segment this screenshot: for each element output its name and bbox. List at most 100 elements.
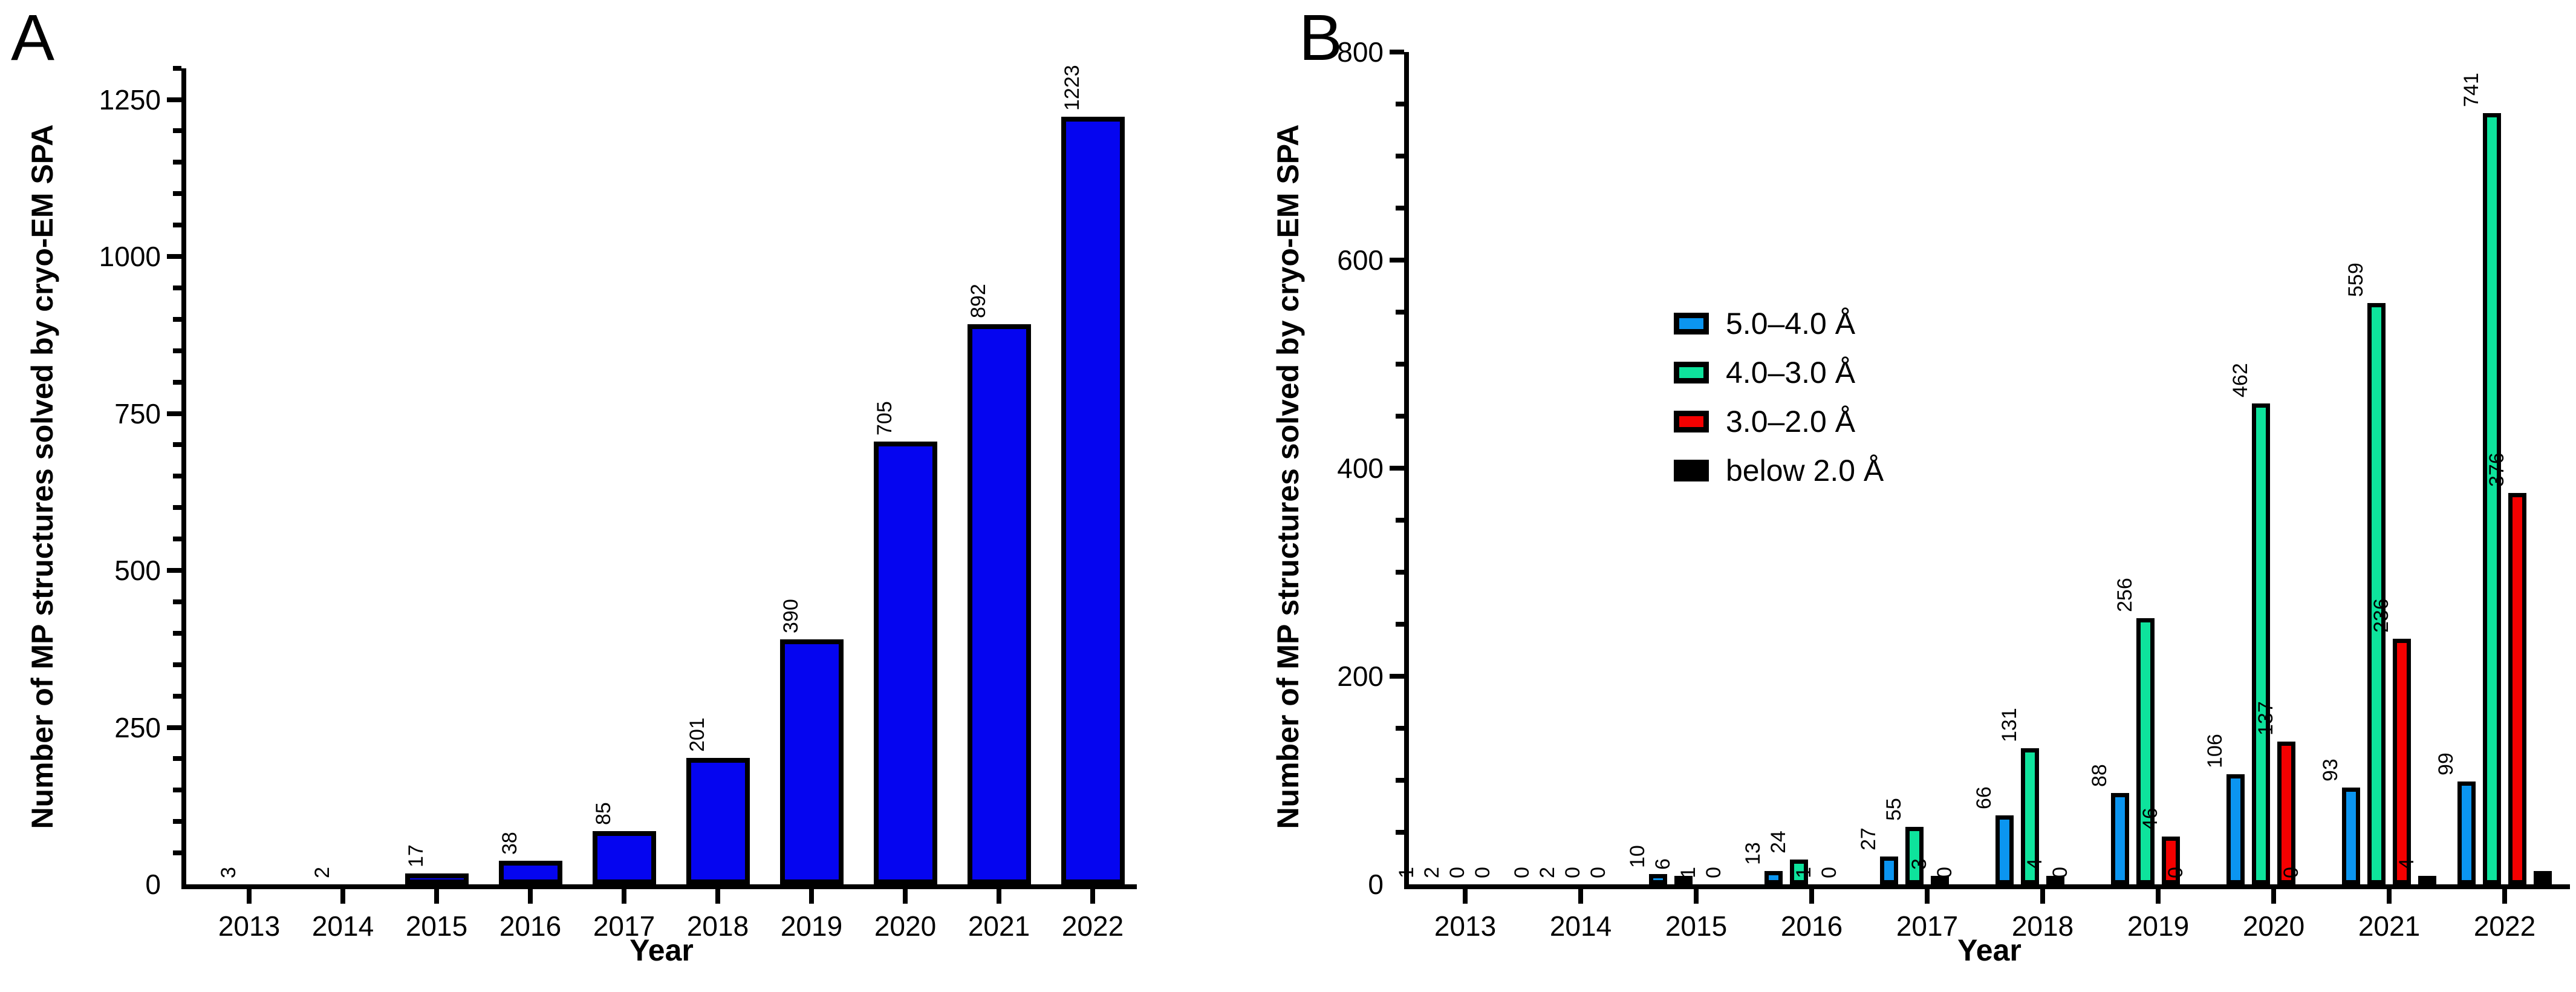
- panel-b: B Number of MP structures solved by cryo…: [1270, 0, 2576, 992]
- legend-label: 4.0–3.0 Å: [1726, 356, 1856, 390]
- bar-value-label: 1: [1677, 867, 1700, 878]
- y-minor-tick: [1396, 102, 1404, 106]
- bar-value-label: 0: [1702, 867, 1725, 878]
- x-tick-label: 2018: [2011, 910, 2074, 942]
- bar-value-label: 1: [1395, 867, 1418, 878]
- bar-value-label: 705: [873, 401, 896, 436]
- bar-value-label: 390: [779, 599, 802, 634]
- x-tick: [2502, 889, 2507, 904]
- bar-5.0-4.0-: [1764, 870, 1783, 884]
- y-minor-tick: [1396, 726, 1404, 731]
- x-tick: [1578, 889, 1583, 904]
- bar-MP-structures: [592, 830, 656, 884]
- y-minor-tick: [173, 788, 181, 793]
- y-tick-label: 200: [1337, 661, 1384, 692]
- y-major-tick: [1390, 466, 1404, 471]
- legend-row: below 2.0 Å: [1674, 454, 1884, 488]
- y-minor-tick: [1396, 518, 1404, 523]
- x-tick: [1463, 889, 1468, 904]
- x-tick-label: 2018: [686, 910, 749, 942]
- y-minor-tick: [173, 65, 181, 71]
- y-axis-line: [181, 68, 186, 889]
- x-tick-label: 2020: [2242, 910, 2305, 942]
- y-major-tick: [167, 97, 181, 102]
- legend-row: 4.0–3.0 Å: [1674, 356, 1855, 390]
- bar-value-label: 85: [592, 801, 615, 825]
- x-tick: [340, 889, 345, 904]
- bar-3.0-2.0-: [2277, 742, 2295, 884]
- bar-3.0-2.0-: [1931, 876, 1949, 884]
- x-tick-label: 2015: [1665, 910, 1728, 942]
- x-tick-label: 2015: [405, 910, 468, 942]
- y-major-tick: [167, 568, 181, 573]
- legend-row: 3.0–2.0 Å: [1674, 405, 1855, 439]
- bar-MP-structures: [873, 442, 937, 884]
- x-axis-line: [186, 884, 1137, 889]
- y-minor-tick: [173, 505, 181, 511]
- bar-5.0-4.0-: [2111, 792, 2129, 884]
- x-tick: [1694, 889, 1699, 904]
- x-tick: [528, 889, 533, 904]
- y-minor-tick: [173, 630, 181, 636]
- bar-value-label: 892: [967, 284, 990, 319]
- x-tick: [247, 889, 252, 904]
- bar-4.0-3.0-: [1790, 859, 1808, 884]
- bar-5.0-4.0-: [2457, 781, 2476, 884]
- x-tick-label: 2013: [218, 910, 281, 942]
- y-tick-label: 250: [114, 711, 161, 743]
- bar-value-label: 462: [2229, 363, 2252, 398]
- y-minor-tick: [1396, 362, 1404, 367]
- y-axis-line: [1404, 52, 1409, 889]
- y-major-tick: [1390, 258, 1404, 263]
- x-tick: [715, 889, 720, 904]
- bar-value-label: 0: [1446, 867, 1469, 878]
- bar-value-label: 17: [405, 844, 428, 868]
- x-tick: [1925, 889, 1930, 904]
- bar-4.0-3.0-: [2483, 113, 2501, 884]
- bar-value-label: 256: [2113, 577, 2136, 612]
- bar-below-2.0-: [2534, 870, 2552, 884]
- bar-MP-structures: [1061, 116, 1125, 884]
- y-minor-tick: [173, 756, 181, 762]
- x-tick-label: 2022: [2473, 910, 2536, 942]
- x-tick-label: 2019: [780, 910, 843, 942]
- x-tick-label: 2016: [1780, 910, 1843, 942]
- bar-value-label: 99: [2435, 752, 2457, 775]
- x-tick-label: 2021: [2358, 910, 2421, 942]
- bar-value-label: 2: [311, 867, 334, 878]
- y-tick-label: 0: [1368, 869, 1384, 900]
- y-major-tick: [167, 254, 181, 259]
- legend-swatch-2: [1674, 362, 1709, 383]
- bar-value-label: 0: [1933, 867, 1956, 878]
- bar-value-label: 55: [1882, 798, 1905, 821]
- panel-letter-b: B: [1299, 1, 1343, 74]
- y-tick-label: 600: [1337, 244, 1384, 276]
- y-minor-tick: [173, 537, 181, 542]
- y-minor-tick: [173, 599, 181, 604]
- y-minor-tick: [1396, 310, 1404, 315]
- bar-4.0-3.0-: [2021, 748, 2039, 884]
- legend-label: 5.0–4.0 Å: [1726, 307, 1856, 341]
- legend-row: 5.0–4.0 Å: [1674, 307, 1855, 341]
- y-minor-tick: [1396, 830, 1404, 835]
- legend-label: below 2.0 Å: [1726, 454, 1884, 488]
- y-minor-tick: [1396, 206, 1404, 210]
- y-minor-tick: [173, 379, 181, 385]
- panel-letter-a: A: [11, 1, 55, 74]
- bar-5.0-4.0-: [1995, 815, 2014, 884]
- x-tick-label: 2017: [593, 910, 655, 942]
- bar-MP-structures: [779, 639, 844, 884]
- bar-4.0-3.0-: [2367, 302, 2386, 884]
- y-minor-tick: [1396, 778, 1404, 783]
- bar-value-label: 0: [1511, 867, 1534, 878]
- y-minor-tick: [1396, 570, 1404, 575]
- bar-value-label: 0: [1818, 867, 1841, 878]
- y-minor-tick: [173, 474, 181, 479]
- bar-5.0-4.0-: [1649, 873, 1667, 884]
- y-major-tick: [167, 725, 181, 730]
- bar-4.0-3.0-: [2252, 403, 2270, 884]
- bar-4.0-3.0-: [2136, 618, 2155, 884]
- x-tick: [2156, 889, 2161, 904]
- y-major-tick: [1390, 50, 1404, 54]
- x-tick-label: 2019: [2127, 910, 2190, 942]
